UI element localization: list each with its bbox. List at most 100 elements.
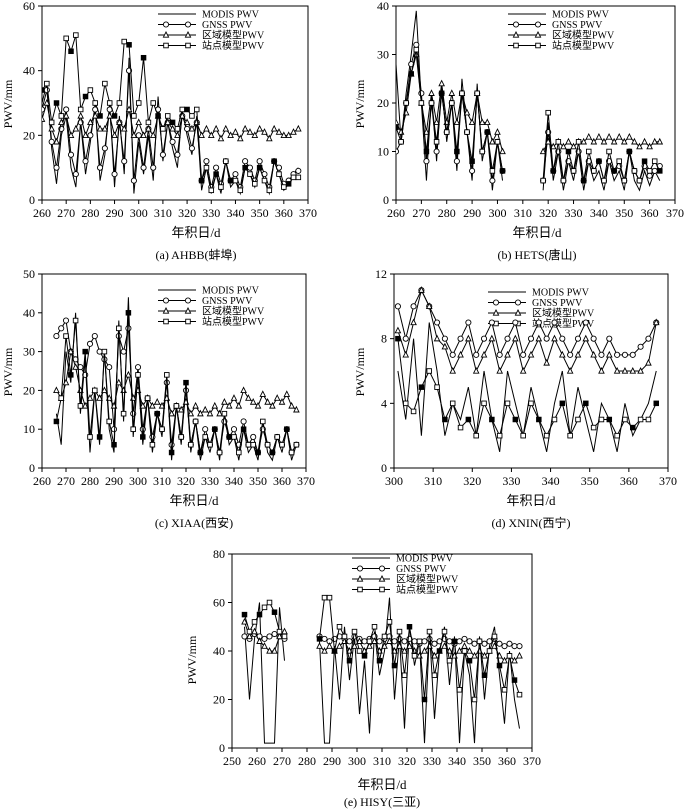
data-point-b-3 bbox=[586, 148, 592, 155]
data-point-a-1 bbox=[150, 164, 157, 171]
data-point-c-2 bbox=[86, 394, 94, 401]
series-d-1 bbox=[394, 287, 660, 358]
data-point-e-2 bbox=[481, 651, 488, 659]
data-point-a-3 bbox=[232, 177, 239, 184]
series-e-0 bbox=[244, 597, 520, 744]
data-point-b-2 bbox=[544, 137, 552, 145]
data-point-e-1 bbox=[456, 638, 463, 645]
data-point-a-2 bbox=[280, 131, 288, 138]
data-point-c-3 bbox=[87, 434, 93, 440]
series-line-d-2 bbox=[397, 288, 657, 373]
y-tick-label-b: 20 bbox=[377, 96, 389, 110]
legend-marker-c-1 bbox=[184, 297, 192, 304]
data-point-b-1 bbox=[418, 90, 425, 97]
y-tick-label-c: 50 bbox=[23, 267, 35, 281]
data-point-a-3 bbox=[252, 181, 258, 187]
data-point-a-3 bbox=[179, 106, 186, 113]
data-point-a-2 bbox=[91, 111, 99, 119]
data-point-d-2 bbox=[449, 366, 457, 374]
data-point-a-3 bbox=[256, 164, 263, 171]
data-point-c-3 bbox=[226, 434, 232, 440]
data-point-e-3 bbox=[336, 624, 343, 630]
data-point-e-2 bbox=[386, 637, 393, 644]
data-point-c-1 bbox=[240, 418, 247, 425]
x-tick-label-b: 270 bbox=[412, 206, 430, 220]
data-point-a-2 bbox=[217, 134, 225, 142]
data-point-d-1 bbox=[598, 351, 605, 358]
data-point-a-3 bbox=[295, 174, 302, 181]
data-point-a-2 bbox=[261, 128, 268, 135]
x-tick-label-b: 290 bbox=[463, 206, 481, 220]
data-point-e-2 bbox=[261, 642, 268, 649]
data-point-a-3 bbox=[92, 100, 98, 106]
data-point-c-3 bbox=[72, 317, 79, 324]
x-tick-label-c: 330 bbox=[201, 474, 219, 488]
data-point-a-3 bbox=[290, 174, 297, 181]
data-point-d-1 bbox=[441, 335, 448, 342]
data-point-a-1 bbox=[203, 158, 210, 165]
data-point-e-3 bbox=[451, 638, 458, 645]
data-point-a-2 bbox=[188, 124, 196, 132]
data-point-d-1 bbox=[457, 335, 464, 342]
data-point-b-2 bbox=[570, 142, 577, 150]
data-point-c-2 bbox=[273, 394, 281, 401]
legend-marker-e-3 bbox=[357, 586, 363, 593]
data-point-a-1 bbox=[213, 164, 220, 171]
legend-marker-b-2 bbox=[534, 30, 542, 38]
data-point-a-3 bbox=[227, 177, 234, 184]
data-point-b-2 bbox=[396, 118, 400, 126]
data-point-a-3 bbox=[82, 93, 89, 100]
data-point-d-3 bbox=[645, 416, 652, 423]
data-point-d-3 bbox=[559, 400, 566, 407]
data-point-d-3 bbox=[614, 432, 620, 439]
data-point-c-3 bbox=[168, 449, 175, 456]
y-tick-label-d: 12 bbox=[375, 267, 387, 281]
data-point-d-3 bbox=[567, 432, 573, 439]
panel-b: PWV/mm 年积日/d (b) HETS(唐山) MODIS PWVGNSS … bbox=[353, 0, 684, 262]
data-point-b-2 bbox=[438, 79, 445, 87]
data-point-e-3 bbox=[351, 628, 358, 635]
data-point-c-2 bbox=[235, 401, 243, 409]
data-point-c-1 bbox=[202, 426, 209, 433]
data-point-e-2 bbox=[511, 656, 518, 664]
data-point-e-2 bbox=[251, 627, 258, 635]
data-point-c-3 bbox=[92, 387, 98, 394]
data-point-e-2 bbox=[421, 646, 428, 654]
data-point-a-1 bbox=[43, 87, 50, 94]
data-point-e-1 bbox=[266, 633, 273, 640]
data-point-c-3 bbox=[221, 410, 228, 417]
data-point-e-3 bbox=[411, 653, 418, 659]
x-tick-label-c: 340 bbox=[225, 474, 243, 488]
data-point-a-2 bbox=[43, 98, 51, 106]
data-point-b-2 bbox=[539, 147, 547, 155]
data-point-e-2 bbox=[271, 646, 278, 654]
data-point-e-3 bbox=[471, 696, 478, 703]
data-point-b-3 bbox=[433, 139, 440, 145]
data-point-e-2 bbox=[401, 646, 408, 654]
data-point-e-2 bbox=[351, 642, 358, 649]
data-point-a-2 bbox=[116, 118, 123, 126]
y-tick-label-d: 4 bbox=[381, 396, 387, 410]
data-point-d-2 bbox=[512, 334, 519, 342]
x-tick-label-c: 310 bbox=[153, 474, 171, 488]
legend-marker-d-2 bbox=[492, 308, 500, 316]
data-point-d-2 bbox=[425, 302, 433, 309]
data-point-e-3 bbox=[356, 648, 363, 654]
data-point-e-1 bbox=[431, 640, 438, 647]
data-point-e-3 bbox=[376, 657, 383, 664]
data-point-b-3 bbox=[570, 168, 577, 174]
data-point-b-3 bbox=[428, 100, 435, 106]
x-tick-label-b: 360 bbox=[641, 206, 659, 220]
data-point-e-2 bbox=[321, 646, 328, 654]
data-point-e-3 bbox=[371, 624, 378, 630]
x-tick-label-b: 330 bbox=[565, 206, 583, 220]
x-tick-label-d: 360 bbox=[620, 474, 638, 488]
xlabel-d: 年积日/d bbox=[506, 493, 556, 508]
data-point-a-3 bbox=[131, 113, 137, 119]
data-point-e-3 bbox=[506, 653, 513, 659]
data-point-b-3 bbox=[469, 158, 475, 164]
legend-label-a-0: MODIS PWV bbox=[202, 10, 260, 21]
plot-area-d bbox=[394, 286, 660, 452]
